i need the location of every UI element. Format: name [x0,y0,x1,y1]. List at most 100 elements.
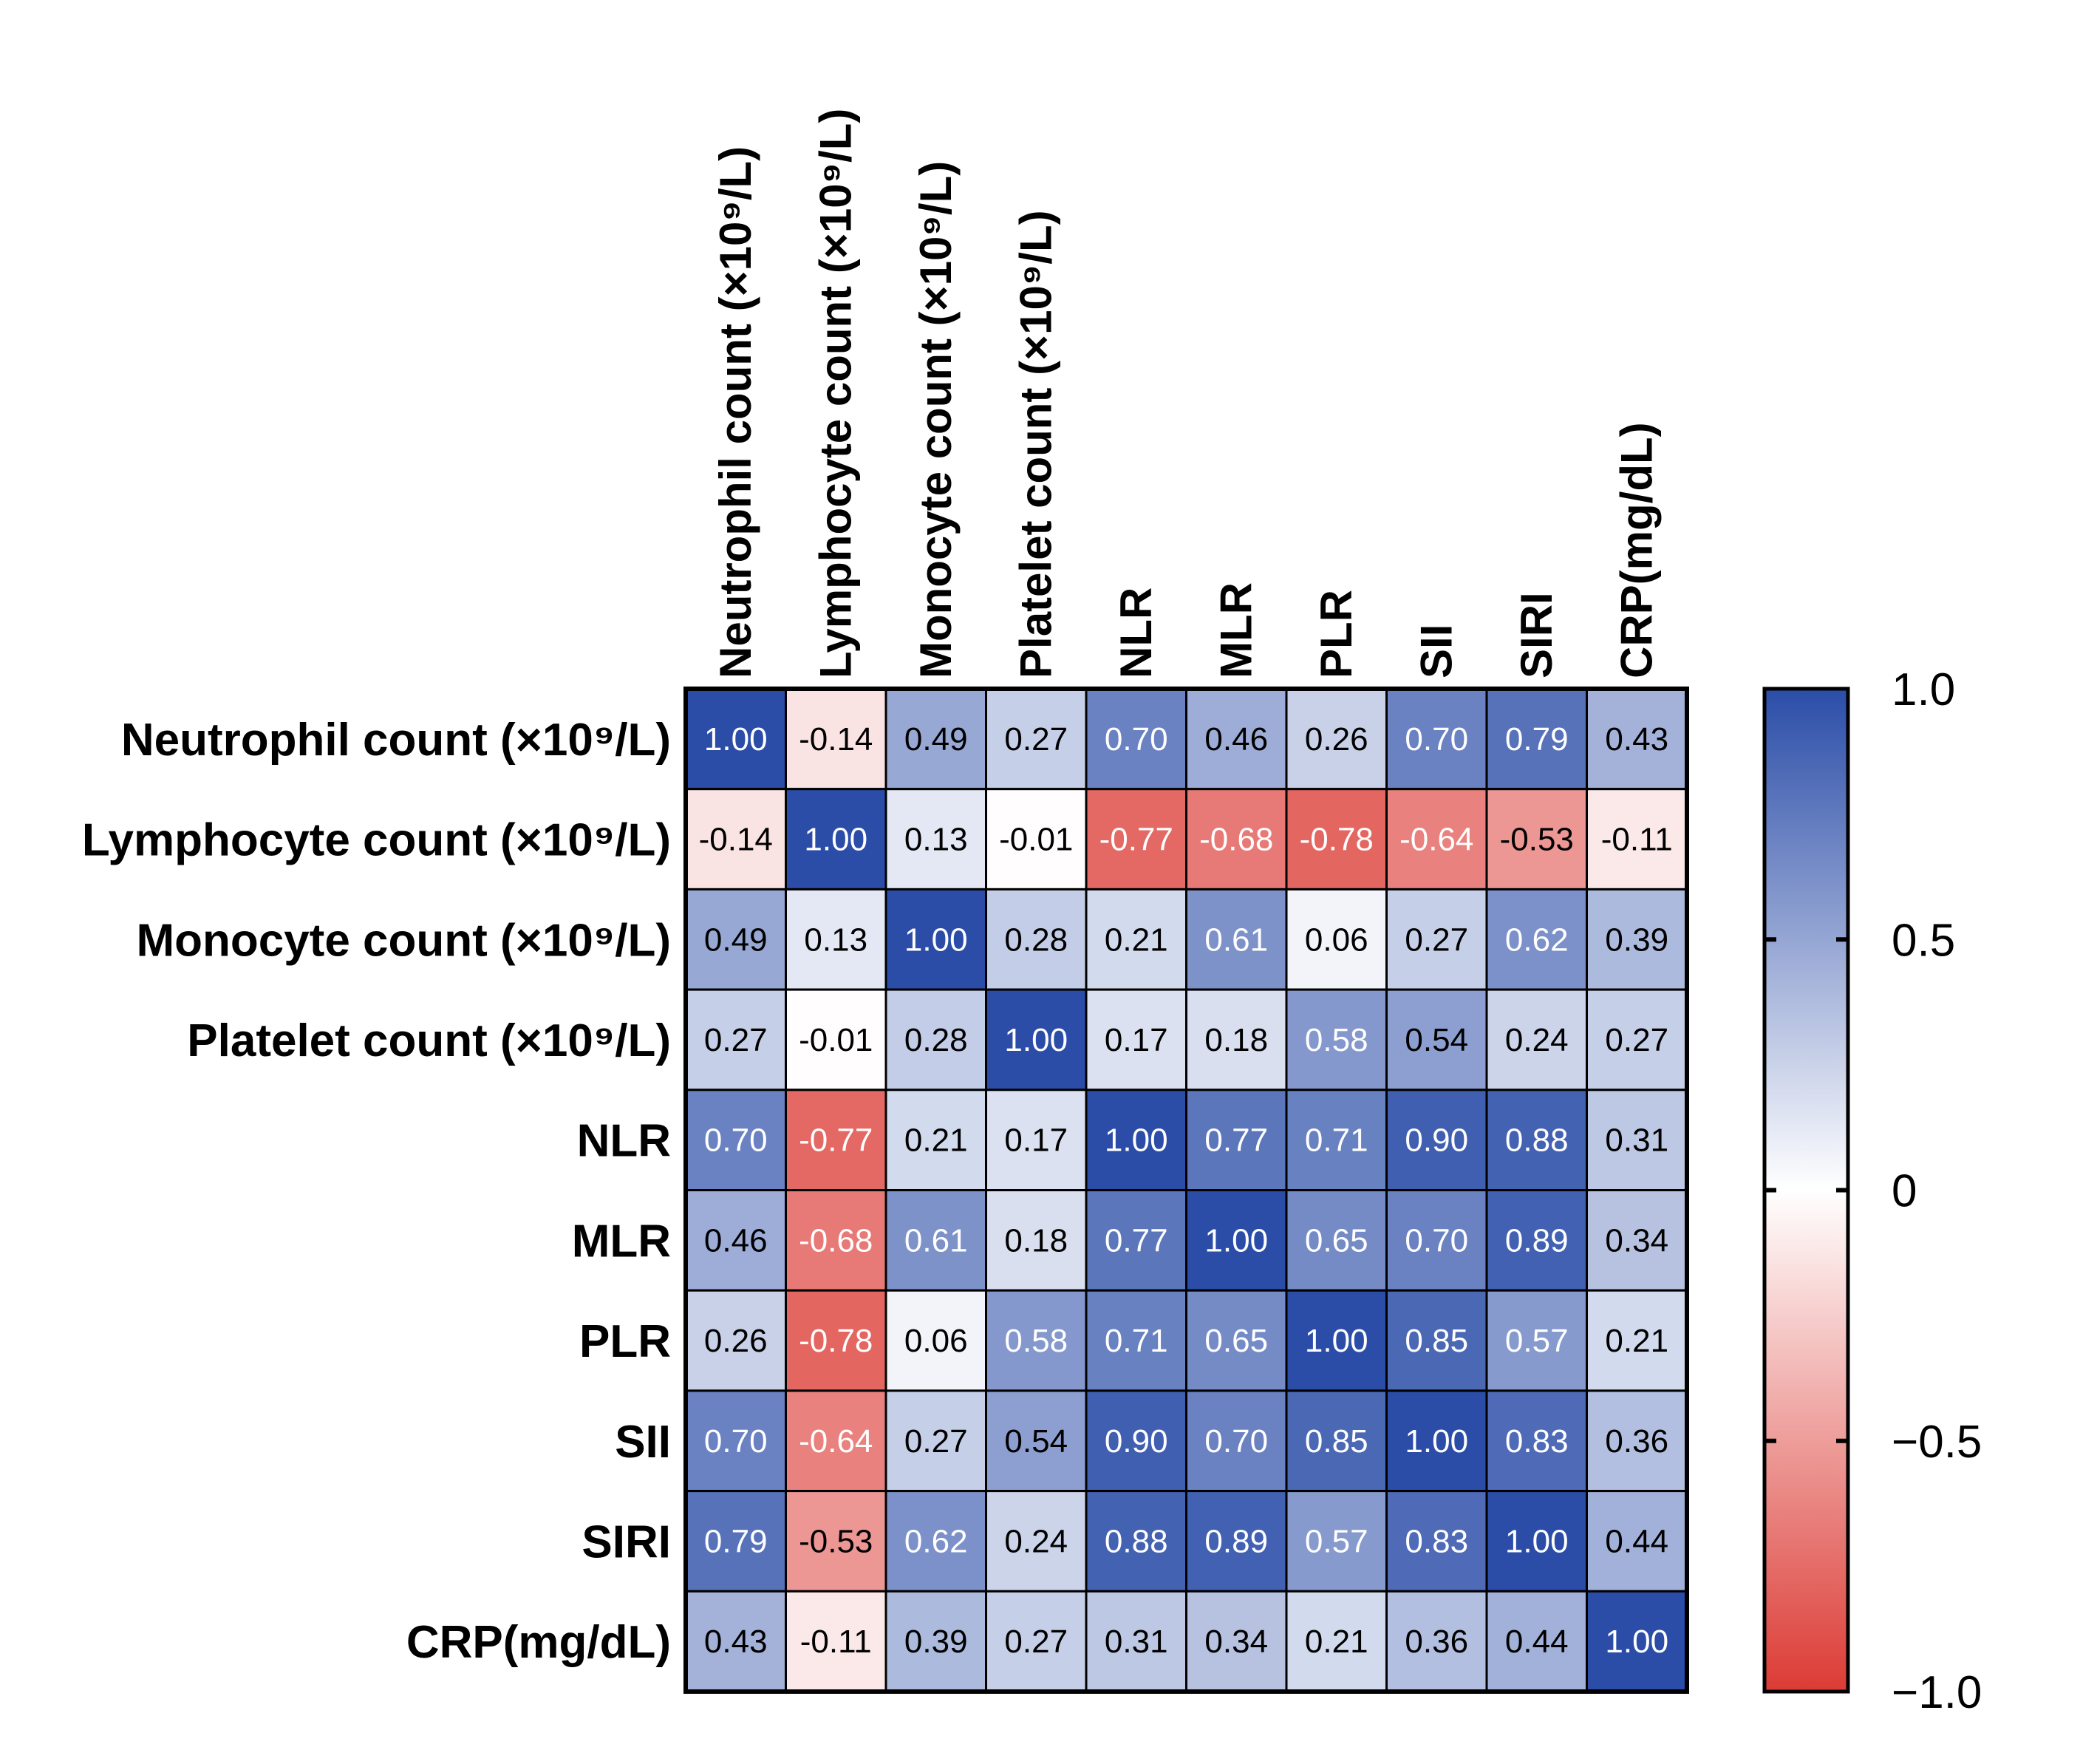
heatmap-cell [1185,1089,1288,1192]
cell-value-label: 0.70 [1204,1423,1268,1460]
column-label: NLR [1111,588,1161,678]
cell-value-label: 0.21 [1305,1624,1368,1660]
cell-value-label: 0.61 [904,1222,968,1259]
cell-value-label: 0.44 [1505,1624,1569,1660]
column-label: CRP(mg/dL) [1612,422,1661,678]
heatmap-cell [1085,1089,1187,1192]
heatmap-cell [985,788,1088,890]
cell-value-label: 0.62 [904,1523,968,1559]
cell-value-label: 0.17 [1105,1022,1168,1058]
heatmap-cell [684,1289,787,1392]
cell-value-label: -0.68 [1199,822,1273,858]
cell-value-label: 0.49 [904,721,968,757]
cell-value-label: -0.11 [800,1624,872,1660]
heatmap-cell [1586,1289,1688,1392]
row-label: SIRI [582,1516,671,1567]
cell-value-label: 0.13 [904,822,968,858]
heatmap-cell [1485,988,1588,1092]
cell-value-label: 0.65 [1305,1222,1368,1259]
heatmap-cell [1285,1289,1388,1392]
cell-value-label: 1.00 [1004,1022,1068,1058]
row-label: SII [615,1417,671,1468]
heatmap-cell [684,1590,787,1693]
cell-value-label: 1.00 [1204,1222,1268,1259]
heatmap-cell [684,888,787,991]
heatmap-cell [985,1289,1088,1392]
cell-value-label: 0.43 [1605,721,1668,757]
cell-value-label: 1.00 [804,822,867,858]
cell-value-label: 0.85 [1405,1323,1468,1359]
heatmap-cell [1185,1189,1288,1292]
cell-value-label: 0.24 [1004,1523,1068,1559]
cell-value-label: 1.00 [704,721,768,757]
row-label: Platelet count (×10⁹/L) [187,1015,671,1066]
cell-value-label: -0.77 [799,1123,873,1159]
heatmap-cell [1385,888,1488,991]
cell-value-label: 0.71 [1105,1323,1168,1359]
column-labels: Neutrophil count (×10⁹/L) Lymphocyte coun… [711,109,1662,678]
cell-value-label: 0.65 [1204,1323,1268,1359]
colorbar-gradient [1762,687,1850,1694]
cell-value-label: -0.14 [799,721,873,757]
cell-value-label: -0.14 [699,822,773,858]
heatmap-cell [884,1089,987,1192]
cell-value-label: 0.27 [1004,1624,1068,1660]
heatmap-cell [884,888,987,991]
heatmap-cell [684,687,787,791]
cell-value-label: 0.39 [904,1624,968,1660]
cell-value-label: 0.43 [704,1624,768,1660]
row-label: Neutrophil count (×10⁹/L) [121,715,671,766]
heatmap-cell [1385,788,1488,890]
column-label: SIRI [1512,592,1561,678]
heatmap-cell [785,687,887,791]
cell-value-label: 0.46 [1204,721,1268,757]
heatmap-cell [1485,788,1588,890]
cell-value-label: 0.21 [904,1123,968,1159]
cell-value-label: 0.44 [1605,1523,1668,1559]
heatmap-cell [1485,1289,1588,1392]
heatmap-cell [785,1089,887,1192]
cell-value-label: -0.53 [799,1523,873,1559]
cell-value-label: 0.24 [1505,1022,1569,1058]
cell-value-label: 1.00 [1305,1323,1368,1359]
cell-value-label: 0.58 [1305,1022,1368,1058]
cell-value-label: 0.79 [704,1523,768,1559]
heatmap-cell [884,1189,987,1292]
heatmap-cell [1586,1590,1688,1693]
colorbar-ticks: 1.0 0.5 0 −0.5 −1.0 [1764,664,1982,1718]
column-label: Platelet count (×10⁹/L) [1011,210,1060,678]
cell-value-label: -0.64 [1399,822,1473,858]
row-label: MLR [572,1216,671,1267]
column-label: Lymphocyte count (×10⁹/L) [811,109,860,678]
cell-value-label: 0.90 [1405,1123,1468,1159]
heatmap-cell [1485,1089,1588,1192]
cell-value-label: 1.00 [1605,1624,1668,1660]
cell-value-label: -0.01 [999,822,1073,858]
heatmap-cell [1285,1089,1388,1192]
heatmap-cell [1085,1189,1187,1292]
cell-value-label: 1.00 [1405,1423,1468,1460]
colorbar-tick-label: 1.0 [1892,664,1955,715]
heatmap-cell [985,1490,1088,1593]
cell-value-label: 0.27 [1605,1022,1668,1058]
cell-value-label: 0.27 [704,1022,768,1058]
cell-value-label: 0.58 [1004,1323,1068,1359]
cell-value-label: 0.34 [1204,1624,1268,1660]
cell-value-label: 0.17 [1004,1123,1068,1159]
heatmap-cell [1285,988,1388,1092]
heatmap-cell [785,888,887,991]
cell-value-label: 0.88 [1505,1123,1569,1159]
cell-value-label: 0.18 [1204,1022,1268,1058]
cell-value-label: 0.61 [1204,922,1268,958]
cell-value-label: -0.77 [1099,822,1173,858]
cell-value-label: -0.68 [799,1222,873,1259]
cell-value-label: 0.70 [704,1423,768,1460]
heatmap-cell [1385,687,1488,791]
heatmap-cell [1185,988,1288,1092]
cell-value-label: 0.85 [1305,1423,1368,1460]
row-label: Lymphocyte count (×10⁹/L) [82,815,671,866]
cell-value-label: 0.27 [1004,721,1068,757]
heatmap-cell [1385,1089,1488,1192]
cell-value-label: 0.26 [704,1323,768,1359]
